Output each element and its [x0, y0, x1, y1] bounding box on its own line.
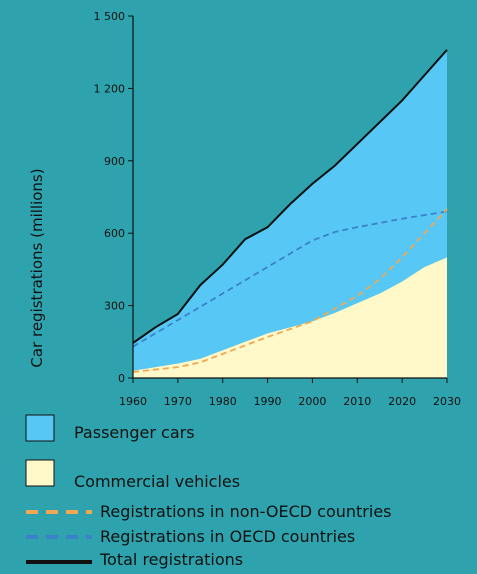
- legend-swatch-passenger-cars: [25, 414, 55, 442]
- y-tick-label: 300: [104, 300, 125, 313]
- x-tick-label: 2010: [343, 395, 371, 408]
- x-tick-label: 2020: [388, 395, 416, 408]
- axes: 0 300 600 900 1 200 1 500 1960 1970 1980 1990 2000…: [94, 10, 462, 408]
- legend-label-commercial-vehicles: Commercial vehicles: [74, 472, 240, 491]
- x-tick-label: 1960: [119, 395, 147, 408]
- legend-label-registrations-in-oecd-countries: Registrations in OECD countries: [100, 527, 355, 546]
- x-tick-label: 2000: [298, 395, 326, 408]
- legend-swatch-commercial-vehicles: [25, 459, 55, 487]
- x-tick-label: 1970: [164, 395, 192, 408]
- non-oecd-registrations-line: [132, 208, 448, 373]
- legend-label-total-registrations: Total registrations: [99, 550, 243, 569]
- oecd-registrations-line: [132, 210, 448, 348]
- y-tick-label: 900: [104, 155, 125, 168]
- x-tick-label: 1990: [254, 395, 282, 408]
- plot-area: [132, 49, 448, 378]
- x-tick-label: 2030: [433, 395, 461, 408]
- y-tick-label: 1 200: [94, 82, 126, 95]
- y-tick-label: 1 500: [94, 10, 126, 23]
- y-tick-label: 0: [118, 372, 125, 385]
- passenger-cars-area: [133, 49, 447, 371]
- total-registrations-line: [132, 49, 448, 344]
- legend-label-registrations-in-non-oecd-countries: Registrations in non-OECD countries: [100, 502, 392, 521]
- legend: Passenger cars Commercial vehicles Registr…: [25, 414, 392, 569]
- commercial-vehicles-area: [133, 257, 447, 378]
- x-tick-label: 1980: [209, 395, 237, 408]
- y-tick-label: 600: [104, 227, 125, 240]
- y-axis-label: Car registrations (millions): [28, 168, 46, 367]
- legend-label-passenger-cars: Passenger cars: [74, 423, 195, 442]
